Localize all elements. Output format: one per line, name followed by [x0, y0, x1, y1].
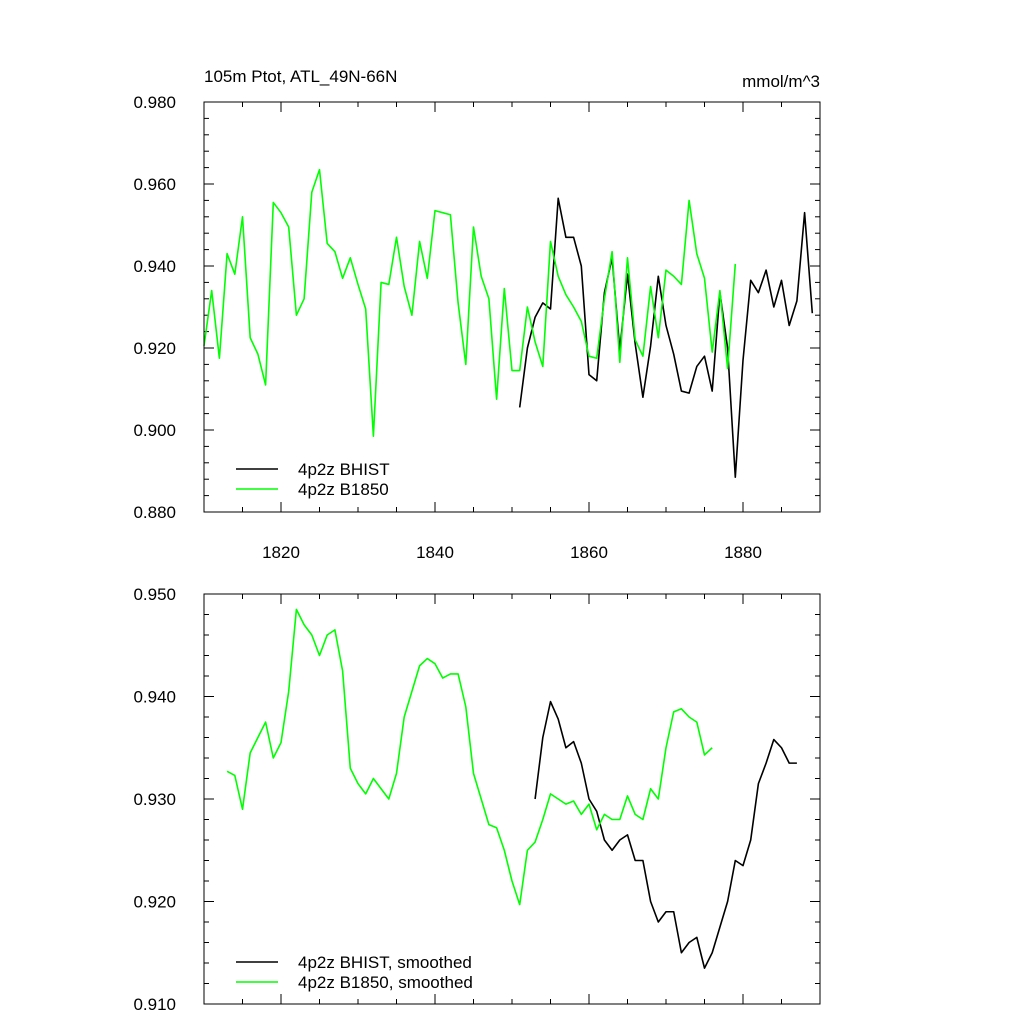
series-line-1 — [226, 608, 713, 906]
y-tick-label: 0.930 — [133, 790, 176, 809]
y-tick-label: 0.920 — [133, 893, 176, 912]
y-tick-label: 0.910 — [133, 995, 176, 1014]
bottom-panel-frame — [203, 593, 821, 1005]
x-tick-label: 1860 — [570, 543, 608, 562]
y-tick-label: 0.880 — [133, 503, 176, 522]
bottom-panel: 0.910 0.920 0.930 0.940 0.950 4p2z BHIST, sm… — [133, 585, 821, 1014]
y-tick-label: 0.980 — [133, 93, 176, 112]
x-tick-label: 1840 — [416, 543, 454, 562]
legend-label: 4p2z B1850, smoothed — [298, 973, 473, 992]
y-tick-label: 0.920 — [133, 339, 176, 358]
x-tick-label: 1880 — [724, 543, 762, 562]
legend-label: 4p2z BHIST — [298, 460, 390, 479]
y-tick-label: 0.960 — [133, 175, 176, 194]
bottom-panel-tick-labels: 0.910 0.920 0.930 0.940 0.950 — [133, 585, 176, 1014]
legend-label: 4p2z BHIST, smoothed — [298, 953, 472, 972]
y-tick-label: 0.940 — [133, 688, 176, 707]
top-panel-lines — [203, 168, 814, 478]
bottom-panel-lines — [226, 608, 797, 969]
top-panel-tick-labels: 0.880 0.900 0.920 0.940 0.960 0.980 1820 1840 18… — [133, 93, 761, 562]
y-tick-label: 0.940 — [133, 257, 176, 276]
legend-label: 4p2z B1850 — [298, 480, 389, 499]
x-tick-label: 1820 — [262, 543, 300, 562]
series-line-0 — [518, 197, 814, 478]
top-panel-units: mmol/m^3 — [742, 72, 820, 91]
top-panel-title: 105m Ptot, ATL_49N-66N — [204, 67, 397, 86]
series-line-0 — [534, 700, 797, 969]
top-panel-frame — [203, 101, 821, 513]
top-panel: 105m Ptot, ATL_49N-66N mmol/m^3 0.880 0.9… — [133, 67, 821, 562]
y-tick-label: 0.900 — [133, 421, 176, 440]
series-line-1 — [203, 168, 737, 437]
y-tick-label: 0.950 — [133, 585, 176, 604]
